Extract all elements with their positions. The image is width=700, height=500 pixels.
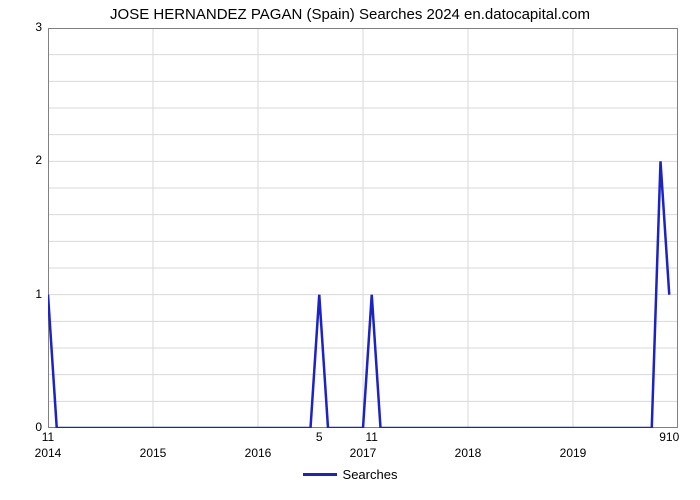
x-tick-label: 2015 [140,446,167,460]
point-label: 11 [42,430,54,444]
x-tick-label: 2014 [35,446,62,460]
chart-title: JOSE HERNANDEZ PAGAN (Spain) Searches 20… [0,6,700,23]
point-label: 5 [316,430,323,444]
y-tick-label: 1 [12,287,42,301]
point-label: 910 [659,430,679,444]
legend-swatch [303,473,337,476]
y-tick-label: 2 [12,153,42,167]
x-tick-label: 2016 [245,446,272,460]
point-label: 11 [366,430,378,444]
legend: Searches [0,466,700,482]
x-tick-label: 2018 [455,446,482,460]
chart-container: { "chart": { "type": "line", "title": "J… [0,0,700,500]
legend-label: Searches [343,467,398,482]
y-tick-label: 3 [12,20,42,34]
y-tick-label: 0 [12,420,42,434]
chart-plot [48,28,678,428]
x-tick-label: 2019 [560,446,587,460]
x-tick-label: 2017 [350,446,377,460]
